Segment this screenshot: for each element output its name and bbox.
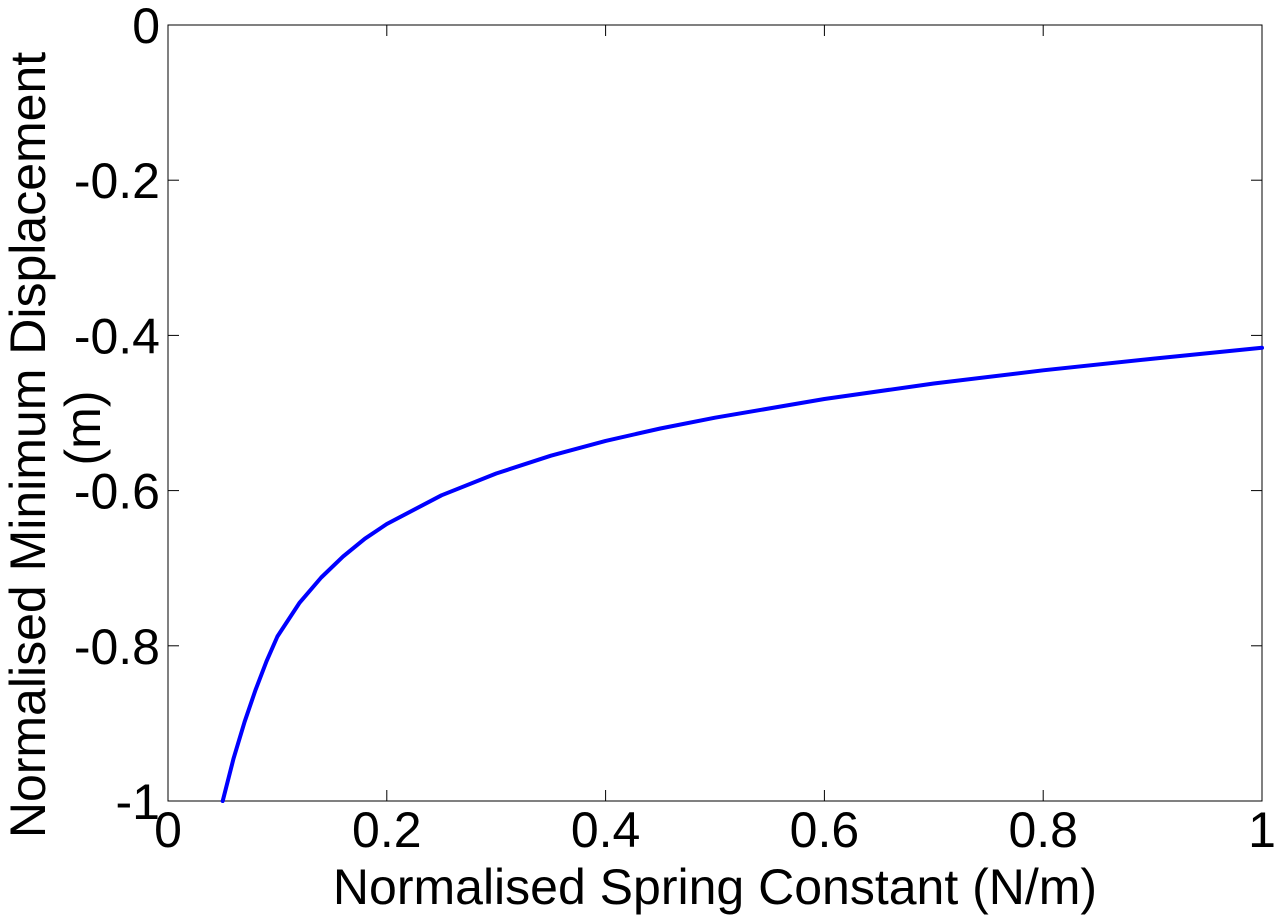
x-tick-label: 0.4 bbox=[571, 802, 641, 858]
x-tick-label: 1 bbox=[1248, 802, 1276, 858]
series-layer bbox=[220, 345, 1264, 803]
plot-area bbox=[167, 24, 1263, 802]
y-axis-label-line-2: (m) bbox=[55, 391, 111, 466]
y-tick-label: -0.8 bbox=[74, 619, 160, 675]
tick-marks bbox=[167, 24, 1263, 802]
series-line bbox=[220, 345, 1264, 803]
y-tick-label: -0.2 bbox=[74, 153, 160, 209]
x-tick-label: 0.8 bbox=[1008, 802, 1078, 858]
y-tick-label: -0.6 bbox=[74, 464, 160, 520]
y-tick-labels: 0 -0.2 -0.4 -0.6 -0.8 -1 bbox=[74, 0, 160, 830]
y-axis-label-line-1: Normalised Minimum Displacement bbox=[0, 52, 56, 838]
x-tick-labels: 0 0.2 0.4 0.6 0.8 1 bbox=[154, 802, 1276, 858]
x-tick-label: 0.6 bbox=[790, 802, 860, 858]
x-tick-label: 0 bbox=[154, 802, 182, 858]
x-tick-label: 0.2 bbox=[352, 802, 422, 858]
y-tick-label: 0 bbox=[132, 0, 160, 54]
y-tick-label: -1 bbox=[116, 774, 160, 830]
y-tick-label: -0.4 bbox=[74, 308, 160, 364]
x-axis-label: Normalised Spring Constant (N/m) bbox=[333, 859, 1097, 915]
